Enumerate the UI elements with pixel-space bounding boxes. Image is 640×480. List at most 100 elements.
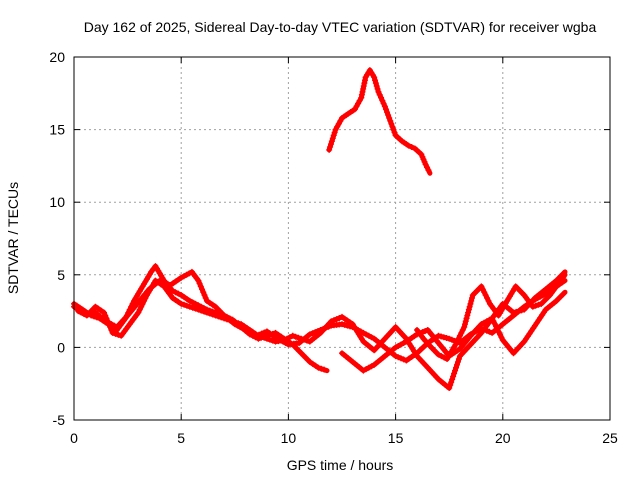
data-point <box>235 320 242 327</box>
data-point <box>422 328 429 335</box>
data-point <box>425 167 432 174</box>
data-point <box>202 295 209 302</box>
data-point <box>374 85 381 92</box>
data-point <box>493 323 500 330</box>
y-tick-label: 0 <box>57 339 65 355</box>
y-tick-label: 10 <box>49 194 65 210</box>
data-point <box>400 356 407 363</box>
data-point <box>435 332 442 339</box>
data-point <box>107 324 114 331</box>
data-point <box>209 311 216 318</box>
data-point <box>189 304 196 311</box>
data-point <box>295 334 302 341</box>
data-point <box>221 315 228 322</box>
data-point <box>104 318 111 325</box>
data-point <box>371 74 378 81</box>
x-tick-label: 5 <box>177 430 185 446</box>
data-points <box>71 67 568 392</box>
data-point <box>515 308 522 315</box>
data-point <box>226 317 233 324</box>
chart-title: Day 162 of 2025, Sidereal Day-to-day VTE… <box>84 19 597 35</box>
x-tick-label: 20 <box>495 430 511 446</box>
data-point <box>446 385 453 392</box>
data-point <box>361 80 368 87</box>
y-tick-label: 5 <box>57 267 65 283</box>
data-point <box>498 334 505 341</box>
data-point <box>360 83 367 90</box>
data-point <box>455 356 462 363</box>
data-point <box>269 337 276 344</box>
data-point <box>386 114 393 121</box>
data-point <box>326 146 333 153</box>
data-point <box>358 91 365 98</box>
data-point <box>360 85 367 92</box>
data-point <box>453 361 460 368</box>
data-point <box>101 309 108 316</box>
data-point <box>490 318 497 325</box>
data-point <box>440 334 447 341</box>
data-point <box>466 303 473 310</box>
y-tick-label: 20 <box>49 49 65 65</box>
data-point <box>518 307 525 314</box>
data-point <box>261 329 268 336</box>
data-point <box>464 312 471 319</box>
data-point <box>223 316 230 323</box>
data-point <box>494 326 501 333</box>
data-point <box>388 120 395 127</box>
data-point <box>405 142 412 149</box>
data-point <box>390 126 397 133</box>
data-point <box>462 318 469 325</box>
data-point <box>465 306 472 313</box>
data-point <box>201 308 208 315</box>
data-point <box>108 326 115 333</box>
data-point <box>408 144 415 151</box>
data-point <box>341 321 348 328</box>
data-point <box>397 355 404 362</box>
data-point <box>532 302 539 309</box>
data-point <box>206 310 213 317</box>
data-point <box>321 366 328 373</box>
data-point <box>195 277 202 284</box>
data-point <box>199 286 206 293</box>
data-point <box>178 300 185 307</box>
data-point <box>443 334 450 341</box>
x-tick-label: 15 <box>388 430 404 446</box>
data-point <box>186 303 193 310</box>
data-point <box>452 367 459 374</box>
data-point <box>382 106 389 113</box>
data-point <box>448 336 455 343</box>
data-point <box>212 312 219 319</box>
data-point <box>327 144 334 151</box>
data-point <box>258 333 265 340</box>
data-point <box>372 80 379 87</box>
data-point <box>183 302 190 309</box>
data-point <box>303 337 310 344</box>
data-point <box>495 328 502 335</box>
data-point <box>327 141 334 148</box>
data-point <box>203 309 210 316</box>
data-point <box>450 373 457 380</box>
data-point <box>329 135 336 142</box>
data-point <box>559 291 566 298</box>
data-point <box>454 358 461 365</box>
series-track-d <box>339 289 568 374</box>
data-point <box>389 123 396 130</box>
data-point <box>344 322 351 329</box>
data-point <box>315 364 322 371</box>
x-axis-label: GPS time / hours <box>287 457 394 473</box>
data-point <box>306 331 313 338</box>
data-point <box>449 376 456 383</box>
data-point <box>461 324 468 331</box>
data-point <box>513 308 520 315</box>
data-point <box>451 370 458 377</box>
data-point <box>112 330 119 337</box>
data-point <box>309 330 316 337</box>
data-point <box>438 333 445 340</box>
data-point <box>263 335 270 342</box>
data-point <box>266 336 273 343</box>
data-point <box>560 273 567 280</box>
data-point <box>192 305 199 312</box>
